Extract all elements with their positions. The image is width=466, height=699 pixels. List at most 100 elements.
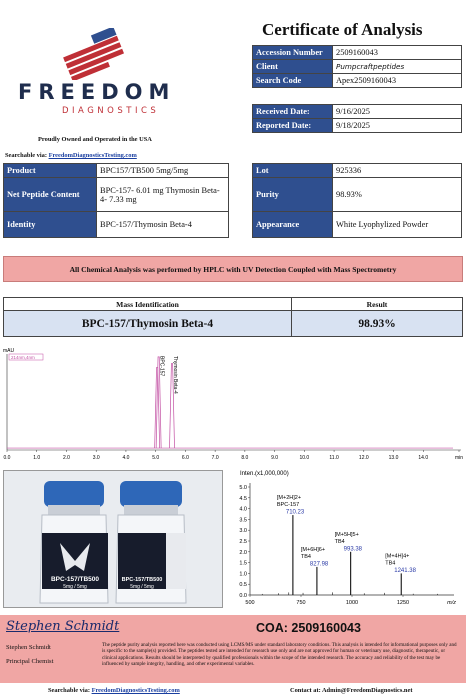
- mass-ident-value: BPC-157/Thymosin Beta-4: [3, 310, 292, 337]
- mass-col-result: Result: [291, 297, 463, 311]
- chrom-x-tick-label: 3.0: [93, 455, 100, 461]
- purity-label: Purity: [252, 177, 333, 212]
- ms-peak-name: TB4: [335, 539, 345, 545]
- flag-logo-icon: [63, 28, 125, 80]
- footer-band: [0, 615, 466, 683]
- client-label: Client: [252, 59, 333, 74]
- ms-peak-ion-label: [M+2H]2+: [277, 495, 301, 501]
- chrom-peak-label: Thymosin Beta-4: [172, 356, 178, 394]
- chrom-x-tick-label: 4.0: [122, 455, 129, 461]
- ms-peak-name: BPC-157: [277, 502, 299, 508]
- vial-right: BPC-157/TB500 5mg / 5mg: [115, 481, 187, 604]
- identity-value: BPC-157/Thymosin Beta-4: [96, 211, 229, 238]
- accession-row: Accession Number 2509160043: [252, 45, 462, 60]
- chrom-legend-text: 214nm,4nm: [11, 355, 35, 360]
- ms-peak-name: TB4: [385, 560, 395, 566]
- chrom-x-tick-label: 8.0: [241, 455, 248, 461]
- reported-row: Reported Date: 9/18/2025: [252, 118, 462, 133]
- footer-searchable-label: Searchable via:: [48, 687, 90, 694]
- search-code-label: Search Code: [252, 73, 333, 88]
- net-content-row: Net Peptide Content BPC-157- 6.01 mg Thy…: [3, 177, 229, 212]
- product-table: Product BPC157/TB500 5mg/5mg Net Peptide…: [3, 163, 229, 238]
- search-code-value: Apex2509160043: [332, 73, 462, 88]
- method-banner: All Chemical Analysis was performed by H…: [3, 256, 463, 282]
- vial-right-label: BPC-157/TB500: [122, 577, 163, 583]
- ms-y-tick-label: 4.5: [239, 496, 247, 502]
- vial-illustration: BPC-157/TB500 5mg / 5mg BPC-157/TB500 5m…: [4, 471, 222, 607]
- searchable-link[interactable]: FreedomDiagnosticsTesting.com: [48, 152, 137, 159]
- coa-number: COA: 2509160043: [256, 621, 361, 635]
- ms-y-tick-label: 5.0: [239, 485, 247, 491]
- ms-title: Inten.(x1,000,000): [240, 471, 289, 477]
- product-label: Product: [3, 163, 97, 178]
- product-row: Product BPC157/TB500 5mg/5mg: [3, 163, 229, 178]
- ms-x-tick-label: 1250: [397, 600, 409, 606]
- lot-table: Lot 925336 Purity 98.93% Appearance Whit…: [252, 163, 462, 238]
- ms-x-tick-label: 500: [245, 600, 254, 606]
- footer-searchable: Searchable via: FreedomDiagnosticsTestin…: [48, 687, 180, 694]
- reported-label: Reported Date:: [252, 118, 333, 133]
- mass-identification-table: Mass Identification Result BPC-157/Thymo…: [3, 297, 463, 337]
- chrom-x-tick-label: 5.0: [152, 455, 159, 461]
- ms-y-tick-label: 0.0: [239, 593, 247, 599]
- ms-peak-name: TB4: [301, 554, 311, 560]
- chrom-x-tick-label: min: [455, 455, 463, 461]
- mass-data-row: BPC-157/Thymosin Beta-4 98.93%: [3, 310, 463, 337]
- chrom-x-tick-label: 10.0: [299, 455, 309, 461]
- ms-peak-mz-label: 1241.38: [394, 568, 416, 574]
- chrom-x-tick-label: 9.0: [271, 455, 278, 461]
- footer-searchable-link[interactable]: FreedomDiagnosticsTesting.com: [91, 687, 180, 694]
- chrom-x-tick-label: 14.0: [418, 455, 428, 461]
- accession-label: Accession Number: [252, 45, 333, 60]
- appearance-row: Appearance White Lyophylized Powder: [252, 211, 462, 238]
- chrom-x-tick-label: 2.0: [63, 455, 70, 461]
- dates-table: Received Date: 9/16/2025 Reported Date: …: [252, 104, 462, 133]
- ms-peak-ion-label: [M+6H]6+: [301, 547, 325, 553]
- ms-peak-ion-label: [M+5H]5+: [335, 532, 359, 538]
- chrom-x-tick-label: 7.0: [212, 455, 219, 461]
- chrom-legend-box: [8, 353, 44, 361]
- purity-value: 98.93%: [332, 177, 462, 212]
- chrom-x-tick-label: 1.0: [33, 455, 40, 461]
- logo-wordmark: FREEDOM: [18, 80, 176, 104]
- purity-row: Purity 98.93%: [252, 177, 462, 212]
- ms-y-tick-label: 1.5: [239, 561, 247, 567]
- mass-header-row: Mass Identification Result: [3, 297, 463, 311]
- mass-col-identification: Mass Identification: [3, 297, 292, 311]
- ms-peak-mz-label: 827.98: [310, 561, 329, 567]
- identity-row: Identity BPC-157/Thymosin Beta-4: [3, 211, 229, 238]
- chrom-x-tick-label: 12.0: [359, 455, 369, 461]
- net-content-value: BPC-157- 6.01 mg Thymosin Beta-4- 7.33 m…: [96, 177, 229, 212]
- received-label: Received Date:: [252, 104, 333, 119]
- searchable-label: Searchable via:: [5, 152, 47, 159]
- ms-y-tick-label: 0.5: [239, 582, 247, 588]
- received-row: Received Date: 9/16/2025: [252, 104, 462, 119]
- logo-subtitle: DIAGNOSTICS: [62, 106, 160, 116]
- lot-row: Lot 925336: [252, 163, 462, 178]
- ms-x-tick-label: 750: [296, 600, 305, 606]
- chrom-peak: [154, 367, 161, 449]
- chrom-x-tick-label: 11.0: [329, 455, 339, 461]
- client-value: Pumpcraftpeptides: [332, 59, 462, 74]
- searchable-line: Searchable via: FreedomDiagnosticsTestin…: [5, 152, 137, 159]
- ms-x-tick-label: 1000: [346, 600, 358, 606]
- appearance-label: Appearance: [252, 211, 333, 238]
- vial-right-dose: 5mg / 5mg: [130, 584, 154, 590]
- vial-left-label: BPC-157/TB500: [51, 576, 99, 583]
- page-title: Certificate of Analysis: [262, 20, 423, 39]
- search-code-row: Search Code Apex2509160043: [252, 73, 462, 88]
- identity-label: Identity: [3, 211, 97, 238]
- chrom-y-label: mAU: [3, 348, 15, 354]
- accession-value: 2509160043: [332, 45, 462, 60]
- chrom-x-tick-label: 6.0: [182, 455, 189, 461]
- net-content-label: Net Peptide Content: [3, 177, 97, 212]
- owned-tagline: Proudly Owned and Operated in the USA: [38, 136, 152, 143]
- product-value: BPC157/TB500 5mg/5mg: [96, 163, 229, 178]
- chrom-peak: [169, 363, 175, 449]
- ms-x-label: m/z: [447, 600, 456, 606]
- appearance-value: White Lyophylized Powder: [332, 211, 462, 238]
- mass-spectrum: Inten.(x1,000,000) 0.0 0.5 1.0 1.5 2.0 2.5 3.0 3…: [239, 471, 456, 606]
- ms-peak-ion-label: [M+4H]4+: [385, 553, 409, 559]
- ms-y-tick-label: 4.0: [239, 507, 247, 513]
